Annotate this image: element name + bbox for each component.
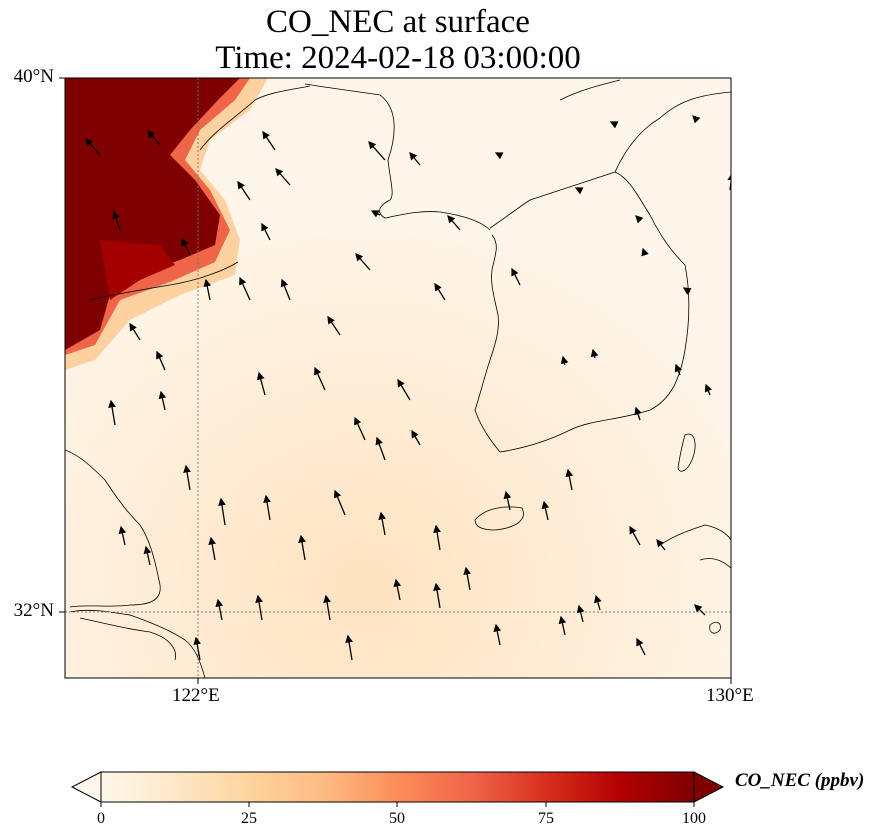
wind-arrow <box>674 363 683 376</box>
wind-arrow <box>218 497 226 526</box>
wind-arrow <box>156 350 166 371</box>
map-frame <box>64 77 732 679</box>
colorbar-tick-25: 25 <box>241 810 257 827</box>
lon-label-122e: 122°E <box>172 685 220 706</box>
wind-arrow <box>629 525 641 546</box>
wind-arrow <box>560 355 569 366</box>
wind-arrow <box>511 267 521 286</box>
colorbar-tick-50: 50 <box>389 810 405 827</box>
wind-arrow <box>255 594 263 621</box>
lon-label-130e: 130°E <box>706 685 754 706</box>
wind-arrow <box>108 399 116 426</box>
gridlines <box>65 78 731 678</box>
wind-arrow <box>375 436 386 461</box>
wind-arrow <box>239 276 251 301</box>
wind-arrow <box>635 215 644 224</box>
wind-arrow <box>181 237 191 256</box>
wind-arrow <box>433 582 441 609</box>
wind-arrow <box>609 121 619 129</box>
wind-arrow <box>704 383 713 396</box>
wind-arrow <box>275 168 291 186</box>
wind-arrow <box>355 253 371 271</box>
wind-arrow <box>434 282 446 301</box>
wind-arrow <box>397 378 411 401</box>
wind-arrow <box>118 525 127 546</box>
wind-arrow <box>574 187 584 195</box>
wind-arrow <box>327 315 341 336</box>
wind-arrow <box>694 604 706 616</box>
wind-vectors <box>85 115 731 661</box>
lat-label-32n: 32°N <box>13 600 54 621</box>
wind-arrow <box>333 489 346 516</box>
wind-arrow <box>298 534 306 561</box>
wind-arrow <box>641 247 649 257</box>
wind-arrow <box>261 222 271 241</box>
colorbar-label: CO_NEC (ppbv) <box>735 770 865 791</box>
wind-arrow <box>368 141 386 161</box>
wind-arrow <box>112 210 121 231</box>
wind-arrow <box>129 322 141 341</box>
wind-arrow <box>727 172 731 191</box>
wind-arrow <box>183 464 191 491</box>
wind-arrow <box>656 538 666 551</box>
colorbar-extend-high <box>693 771 725 803</box>
wind-arrow <box>85 138 101 156</box>
lat-label-40n: 40°N <box>13 66 54 87</box>
wind-arrow <box>354 416 366 441</box>
wind-arrow <box>463 566 471 591</box>
wind-arrow <box>143 545 152 566</box>
wind-arrow <box>262 130 276 151</box>
wind-arrow <box>493 623 502 646</box>
wind-arrow <box>263 494 271 521</box>
wind-arrow <box>215 598 224 621</box>
wind-arrow <box>503 490 512 511</box>
wind-arrow <box>208 536 216 561</box>
chart-subtitle: Time: 2024-02-18 03:00:00 <box>215 40 581 76</box>
wind-arrow <box>237 180 251 201</box>
colorbar-tick-75: 75 <box>538 810 554 827</box>
colorbar-tick-0: 0 <box>97 810 105 827</box>
wind-arrow <box>345 634 353 661</box>
wind-arrow <box>634 406 642 421</box>
plume-core-inner <box>100 240 175 300</box>
wind-arrow <box>682 287 692 295</box>
colorbar-tick-100: 100 <box>682 810 706 827</box>
wind-arrow <box>147 130 161 146</box>
colorbar-extend-low <box>70 771 102 803</box>
wind-arrow <box>314 366 326 391</box>
wind-arrow <box>636 637 646 656</box>
wind-arrow <box>256 371 266 396</box>
wind-arrow <box>558 615 567 636</box>
wind-arrow <box>409 152 421 166</box>
wind-arrow <box>323 594 331 621</box>
wind-arrow <box>393 578 402 601</box>
chart-title: CO_NEC at surface <box>266 4 530 40</box>
wind-arrow <box>203 278 212 301</box>
wind-arrow <box>565 468 574 491</box>
colorbar-body <box>100 771 695 803</box>
colorbar <box>70 771 725 807</box>
wind-arrow <box>494 152 504 160</box>
wind-arrow <box>692 115 701 124</box>
wind-arrow <box>447 215 461 231</box>
wind-arrow <box>594 594 602 611</box>
wind-arrow <box>280 278 291 301</box>
wind-arrow <box>590 348 599 359</box>
wind-arrow <box>411 429 421 446</box>
axis-ticks <box>59 77 732 684</box>
coastlines <box>65 79 731 678</box>
wind-arrow <box>158 390 167 411</box>
wind-arrow <box>193 636 201 661</box>
wind-arrow <box>370 210 381 218</box>
wind-arrow <box>541 500 550 521</box>
concentration-field <box>65 78 731 678</box>
wind-arrow <box>378 511 386 536</box>
wind-arrow <box>433 524 441 551</box>
wind-arrow <box>576 604 585 623</box>
